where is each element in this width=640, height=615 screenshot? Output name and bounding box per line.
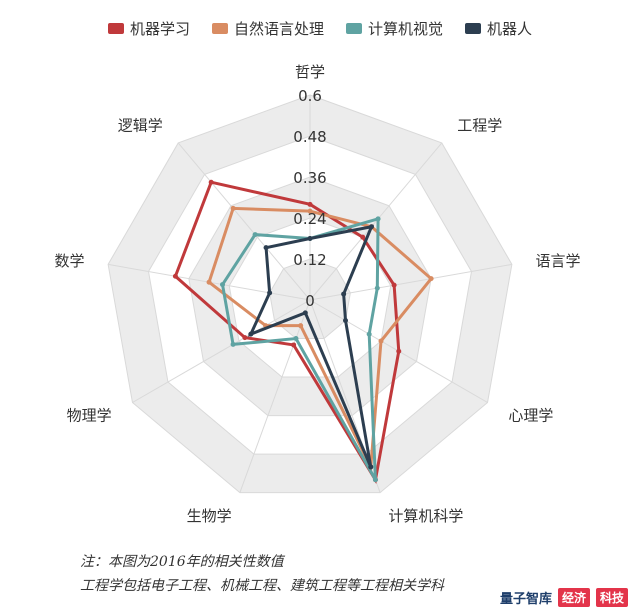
tick-label: 0 bbox=[305, 292, 315, 310]
data-point bbox=[368, 224, 374, 230]
tick-label: 0.48 bbox=[293, 128, 326, 146]
watermark: 量子智库 经济 科技 bbox=[500, 588, 628, 607]
note-line-1: 注：本图为2016年的相关性数值 bbox=[80, 554, 284, 570]
axis-label: 物理学 bbox=[67, 407, 112, 425]
data-point bbox=[343, 318, 349, 323]
axis-label: 工程学 bbox=[457, 117, 502, 135]
legend-swatch-cv bbox=[346, 23, 362, 34]
data-point bbox=[307, 208, 313, 214]
axis-label: 逻辑学 bbox=[118, 117, 163, 135]
axis-label: 心理学 bbox=[508, 407, 553, 425]
legend-swatch-ml bbox=[107, 23, 124, 34]
data-point bbox=[378, 338, 384, 344]
data-point bbox=[302, 310, 308, 316]
data-point bbox=[230, 205, 236, 211]
chart-notes: 注：本图为2016年的相关性数值 工程学包括电子工程、机械工程、建筑工程等工程相… bbox=[80, 550, 444, 598]
legend-swatch-nlp bbox=[211, 23, 228, 34]
legend-item-robot[interactable]: 机器人 bbox=[465, 18, 532, 39]
legend-item-cv[interactable]: 计算机视觉 bbox=[346, 18, 443, 39]
grid-spoke bbox=[239, 299, 311, 493]
data-point bbox=[293, 336, 299, 342]
data-point bbox=[248, 331, 254, 337]
tick-label: 0.12 bbox=[293, 251, 326, 269]
legend-label-cv: 计算机视觉 bbox=[368, 20, 444, 38]
data-point bbox=[291, 342, 297, 348]
data-point bbox=[230, 341, 236, 347]
legend-swatch-robot bbox=[465, 23, 482, 34]
tick-label: 0.36 bbox=[293, 169, 326, 187]
data-point bbox=[252, 232, 258, 238]
note-line-2: 工程学包括电子工程、机械工程、建筑工程等工程相关学科 bbox=[80, 578, 444, 594]
axis-label: 语言学 bbox=[536, 252, 581, 270]
data-point bbox=[220, 282, 226, 288]
series-line-3 bbox=[247, 224, 374, 468]
legend-label-robot: 机器人 bbox=[487, 20, 533, 38]
data-point bbox=[372, 477, 378, 483]
watermark-badge-2: 科技 bbox=[595, 588, 628, 607]
data-point bbox=[391, 282, 397, 288]
series-line-2 bbox=[220, 216, 380, 481]
axis-label: 数学 bbox=[54, 252, 84, 270]
grid-spoke bbox=[177, 142, 311, 301]
watermark-badge-1: 经济 bbox=[557, 588, 590, 607]
axis-label: 计算机科学 bbox=[388, 507, 463, 525]
axis-label: 生物学 bbox=[187, 507, 232, 525]
legend: 机器学习 自然语言处理 计算机视觉 机器人 bbox=[0, 18, 640, 39]
axis-label: 哲学 bbox=[295, 63, 325, 81]
data-point bbox=[360, 234, 366, 240]
legend-item-ml[interactable]: 机器学习 bbox=[107, 18, 190, 39]
tick-label: 0.24 bbox=[293, 210, 326, 228]
data-point bbox=[307, 236, 313, 241]
legend-label-nlp: 自然语言处理 bbox=[233, 20, 324, 38]
radar-series bbox=[172, 179, 434, 484]
data-point bbox=[375, 216, 381, 222]
legend-label-ml: 机器学习 bbox=[129, 20, 190, 38]
grid-spoke bbox=[309, 142, 443, 301]
data-point bbox=[242, 335, 248, 341]
data-point bbox=[206, 279, 212, 285]
data-point bbox=[263, 245, 269, 251]
data-point bbox=[366, 331, 372, 337]
data-point bbox=[428, 276, 434, 282]
tick-label: 0.6 bbox=[298, 87, 322, 105]
data-point bbox=[341, 291, 347, 297]
legend-item-nlp[interactable]: 自然语言处理 bbox=[211, 18, 324, 39]
data-point bbox=[298, 323, 304, 329]
data-point bbox=[307, 201, 313, 207]
watermark-logo: 量子智库 bbox=[499, 592, 552, 607]
series-line-1 bbox=[207, 206, 434, 473]
data-point bbox=[267, 290, 273, 296]
data-point bbox=[396, 348, 402, 354]
grid-spoke bbox=[132, 299, 311, 403]
data-point bbox=[172, 273, 178, 279]
data-point bbox=[208, 179, 214, 185]
data-point bbox=[374, 285, 380, 291]
data-point bbox=[368, 464, 374, 470]
